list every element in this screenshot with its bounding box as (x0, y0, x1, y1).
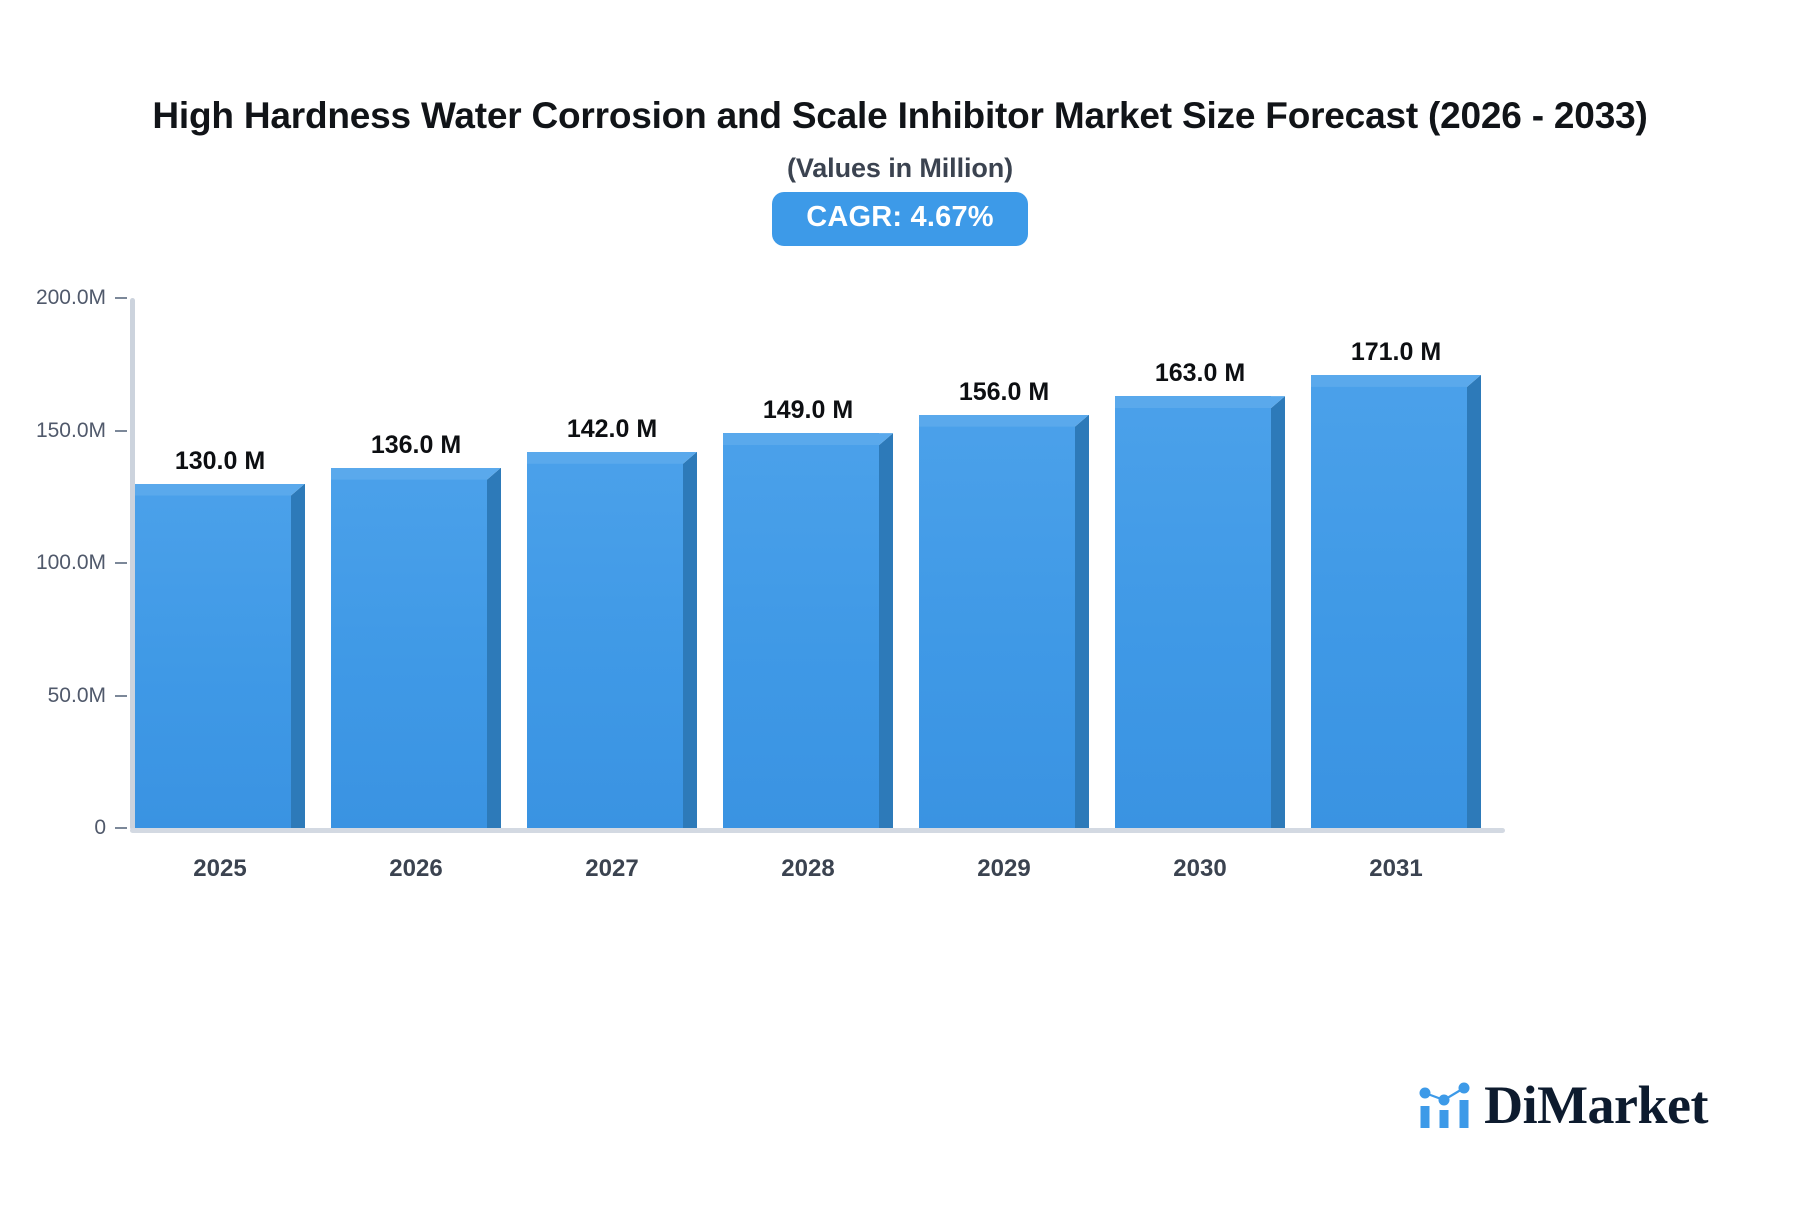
bar-value-label: 149.0 M (762, 396, 854, 425)
x-axis-label: 2028 (781, 855, 835, 882)
bar-top-face (1311, 374, 1481, 387)
cagr-badge-container: CAGR: 4.67% (0, 192, 1800, 247)
bar-series: 130.0 M 136.0 M 142.0 M 149.0 M 156.0 M 163.0… (135, 290, 1505, 830)
bar-group[interactable]: 136.0 M (331, 422, 527, 828)
bar-side-face (1075, 414, 1089, 828)
x-axis-label: 2030 (1173, 855, 1227, 882)
bar-top-face (527, 451, 697, 464)
bar-side-face (1467, 374, 1481, 828)
y-axis-tick: 150.0M (36, 419, 127, 443)
bar-front-face (135, 483, 291, 828)
y-axis-line (130, 298, 135, 830)
bar-side-face (1271, 396, 1285, 828)
x-axis-label: 2027 (585, 855, 639, 882)
bar-front-face (723, 433, 879, 828)
cagr-badge: CAGR: 4.67% (772, 192, 1028, 247)
bar-value-label: 142.0 M (566, 414, 658, 443)
bar-front-face (1115, 396, 1271, 828)
bar-group[interactable]: 130.0 M (135, 438, 331, 828)
y-axis-tick: 100.0M (36, 551, 127, 575)
bar-side-face (879, 433, 893, 828)
bar-side-face (291, 483, 305, 828)
y-tick-mark (115, 694, 127, 697)
bar-front-face (1311, 374, 1467, 828)
x-axis-label: 2029 (977, 855, 1031, 882)
x-axis-label: 2031 (1369, 855, 1423, 882)
bar-top-face (135, 483, 305, 496)
bar-value-label: 130.0 M (174, 446, 266, 475)
bar-group[interactable]: 156.0 M (919, 369, 1115, 828)
bar-top-face (331, 467, 501, 480)
x-axis-label: 2026 (389, 855, 443, 882)
bar[interactable] (1115, 396, 1285, 828)
bar-group[interactable]: 171.0 M (1311, 329, 1507, 828)
bar-group[interactable]: 149.0 M (723, 387, 919, 828)
bar-value-label: 156.0 M (958, 377, 1050, 406)
y-axis: 200.0M 150.0M 100.0M 50.0M 0 (0, 286, 132, 839)
dimarket-logo: DiMarket (1418, 1078, 1708, 1132)
page-title: High Hardness Water Corrosion and Scale … (152, 95, 1648, 136)
bar-top-face (723, 433, 893, 446)
logo-text: DiMarket (1484, 1075, 1708, 1135)
bar[interactable] (919, 414, 1089, 828)
y-axis-tick: 200.0M (36, 286, 127, 310)
bar-front-face (919, 414, 1075, 828)
bar[interactable] (331, 467, 501, 828)
x-axis-line (130, 828, 1505, 833)
bar-value-label: 163.0 M (1154, 359, 1246, 388)
y-tick-mark (115, 562, 127, 564)
bar-value-label: 136.0 M (370, 430, 462, 459)
chart-subtitle: (Values in Million) (786, 153, 1014, 184)
bar[interactable] (723, 433, 893, 828)
y-axis-tick: 50.0M (48, 684, 127, 708)
bar-group[interactable]: 142.0 M (527, 406, 723, 828)
y-tick-mark (115, 297, 127, 299)
chart-header: High Hardness Water Corrosion and Scale … (0, 0, 1800, 247)
bar-chart-icon (1419, 1082, 1470, 1128)
bar-group[interactable]: 163.0 M (1115, 350, 1311, 828)
bar[interactable] (1311, 374, 1481, 828)
bar-front-face (527, 451, 683, 828)
bar-side-face (683, 451, 697, 828)
y-tick-mark (115, 429, 127, 432)
bar[interactable] (527, 451, 697, 828)
bar-side-face (487, 467, 501, 828)
y-axis-tick: 0 (94, 816, 127, 840)
bar-value-label: 171.0 M (1350, 337, 1442, 366)
bar[interactable] (135, 483, 305, 828)
bar-top-face (919, 414, 1089, 427)
bar-top-face (1115, 396, 1285, 409)
y-tick-mark (115, 827, 127, 829)
x-axis-labels: 2025 2026 2027 2028 2029 2030 2031 (135, 855, 1505, 895)
x-axis-label: 2025 (193, 855, 247, 882)
bar-front-face (331, 467, 487, 828)
